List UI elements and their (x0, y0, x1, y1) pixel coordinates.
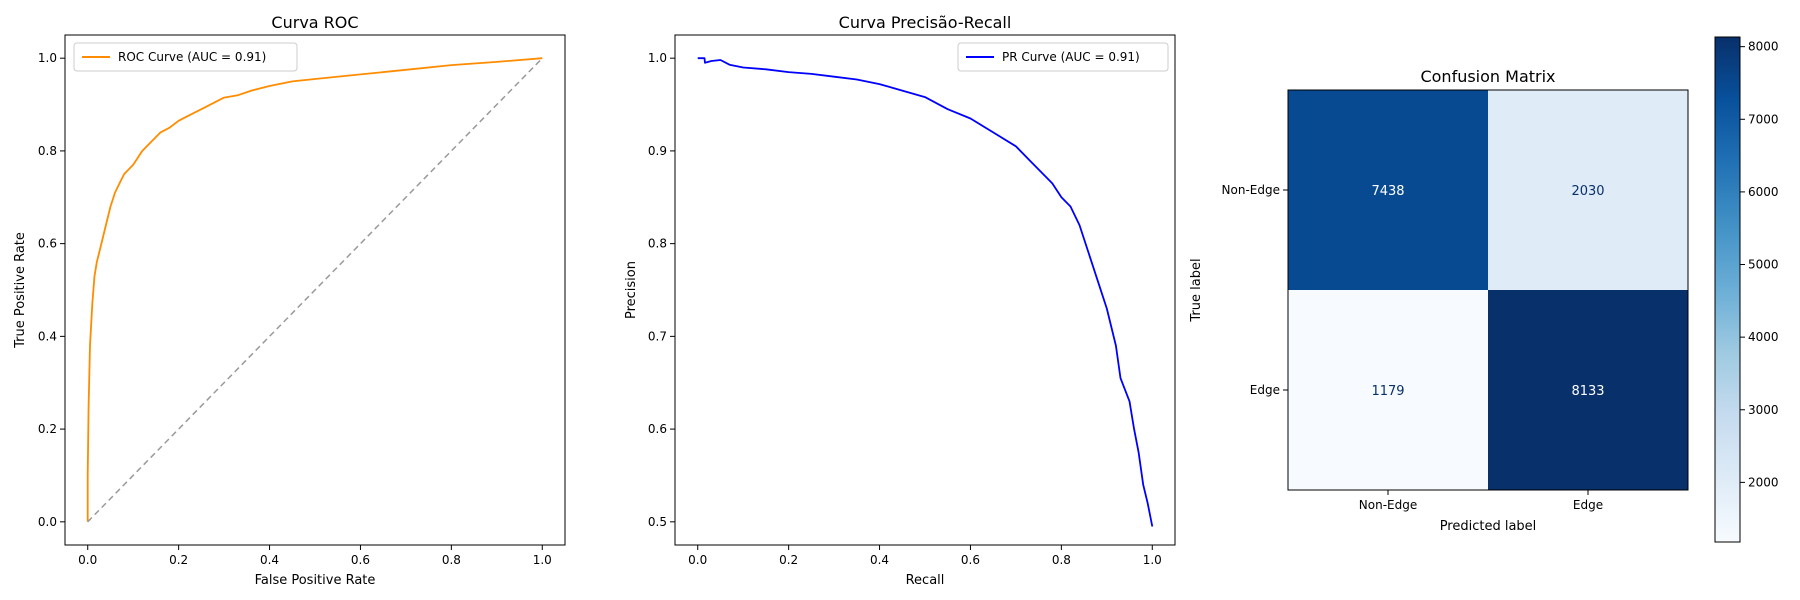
roc-chart: Curva ROC 0.0 0.2 0.4 0.6 0.8 1.0 0.0 0.2 0.4 0.6… (13, 13, 566, 588)
roc-xtick-label: 0.2 (169, 553, 188, 567)
cm-cell (1288, 290, 1488, 490)
cm-title: Confusion Matrix (1420, 67, 1555, 86)
pr-legend-label: PR Curve (AUC = 0.91) (1002, 50, 1140, 64)
roc-xtick-label: 0.4 (260, 553, 279, 567)
cm-cell-value: 8133 (1571, 384, 1604, 399)
colorbar-tick-label: 3000 (1748, 403, 1779, 417)
cm-cell (1288, 90, 1488, 290)
cm-cell-value: 7438 (1371, 184, 1404, 199)
cm-cells: 7438 2030 1179 8133 (1288, 90, 1688, 490)
cm-xtick-label: Edge (1573, 498, 1603, 512)
pr-xtick-label: 0.8 (1052, 553, 1071, 567)
cm-cell-value: 1179 (1371, 384, 1404, 399)
confusion-matrix-chart: Confusion Matrix 7438 2030 1179 8133 Non-Ed… (1189, 36, 1779, 543)
pr-xlabel: Recall (906, 573, 945, 588)
roc-xtick-label: 0.6 (351, 553, 370, 567)
roc-ytick-label: 1.0 (38, 51, 57, 65)
cm-frame (1287, 89, 1689, 491)
pr-legend-box (957, 42, 1169, 72)
roc-series-line (86, 57, 543, 522)
colorbar: 2000 3000 4000 5000 6000 7000 8000 (1714, 36, 1779, 543)
cm-xtick-label: Non-Edge (1359, 498, 1417, 512)
roc-legend-box (73, 42, 298, 72)
pr-legend: PR Curve (AUC = 0.91) (957, 42, 1169, 72)
roc-xtick-label: 1.0 (533, 553, 552, 567)
roc-xlabel: False Positive Rate (255, 573, 376, 588)
colorbar-tick-label: 4000 (1748, 330, 1779, 344)
roc-ylabel: True Positive Rate (13, 232, 28, 349)
colorbar-gradient (1714, 36, 1741, 543)
pr-xtick-label: 0.6 (961, 553, 980, 567)
pr-ytick-label: 1.0 (648, 51, 667, 65)
roc-legend-label: ROC Curve (AUC = 0.91) (118, 50, 266, 64)
pr-xtick-label: 1.0 (1143, 553, 1162, 567)
pr-chart: Curva Precisão-Recall 0.0 0.2 0.4 0.6 0.8 1.0… (624, 13, 1176, 588)
colorbar-tick-label: 7000 (1748, 112, 1779, 126)
roc-legend: ROC Curve (AUC = 0.91) (73, 42, 298, 72)
cm-ylabel: True label (1189, 258, 1204, 322)
pr-title: Curva Precisão-Recall (839, 13, 1012, 32)
pr-series-line (697, 57, 1154, 527)
pr-axes-frame (674, 34, 1176, 546)
roc-axes-frame (64, 34, 566, 546)
colorbar-tick-label: 5000 (1748, 258, 1779, 272)
pr-ytick-label: 0.6 (648, 422, 667, 436)
cm-xlabel: Predicted label (1440, 519, 1537, 534)
roc-ytick-label: 0.2 (38, 422, 57, 436)
pr-ytick-label: 0.7 (648, 329, 667, 343)
colorbar-tick-label: 2000 (1748, 475, 1779, 489)
pr-xtick-label: 0.2 (779, 553, 798, 567)
cm-ytick-label: Edge (1250, 383, 1280, 397)
cm-ytick-label: Non-Edge (1222, 183, 1280, 197)
cm-cell (1488, 90, 1688, 290)
cm-axes: Non-Edge Edge Non-Edge Edge (1222, 183, 1604, 512)
pr-ytick-label: 0.9 (648, 144, 667, 158)
pr-plot-area: 0.0 0.2 0.4 0.6 0.8 1.0 0.5 0.6 0.7 0.8 0.9 1.0 (648, 34, 1176, 567)
pr-xtick-label: 0.0 (688, 553, 707, 567)
colorbar-tick-label: 6000 (1748, 185, 1779, 199)
pr-xtick-label: 0.4 (870, 553, 889, 567)
colorbar-tick-label: 8000 (1748, 40, 1779, 54)
roc-ytick-label: 0.8 (38, 144, 57, 158)
roc-ytick-label: 0.0 (38, 515, 57, 529)
roc-xtick-label: 0.0 (78, 553, 97, 567)
roc-chance-line (87, 57, 543, 523)
pr-ytick-label: 0.8 (648, 237, 667, 251)
roc-plot-area: 0.0 0.2 0.4 0.6 0.8 1.0 0.0 0.2 0.4 0.6 0.8 1.0 (38, 34, 566, 567)
cm-cell (1488, 290, 1688, 490)
roc-xtick-label: 0.8 (442, 553, 461, 567)
pr-ylabel: Precision (624, 261, 639, 319)
pr-ytick-label: 0.5 (648, 515, 667, 529)
cm-cell-value: 2030 (1571, 184, 1604, 199)
roc-ytick-label: 0.6 (38, 237, 57, 251)
roc-ytick-label: 0.4 (38, 329, 57, 343)
roc-title: Curva ROC (271, 13, 358, 32)
